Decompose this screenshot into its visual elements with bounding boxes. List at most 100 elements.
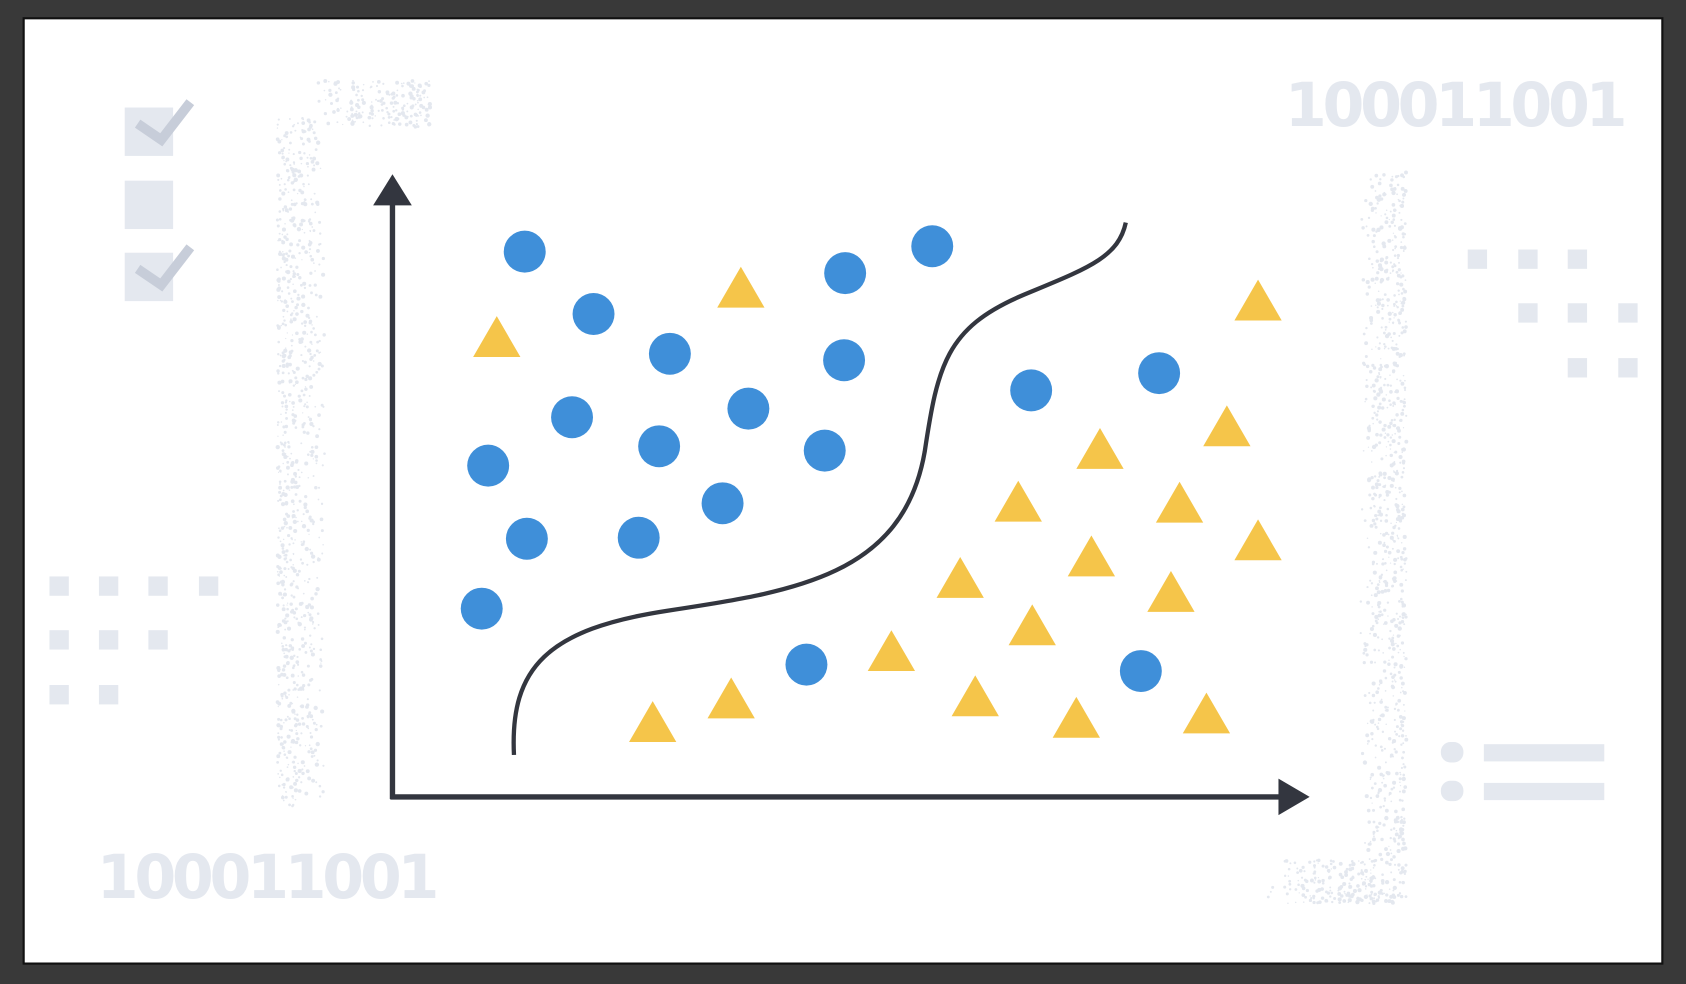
stipple-dot xyxy=(1398,634,1401,637)
stipple-dot xyxy=(309,605,314,610)
stipple-dot xyxy=(287,254,290,258)
stipple-dot xyxy=(1287,875,1290,877)
stipple-dot xyxy=(1404,737,1409,742)
stipple-dot xyxy=(351,119,354,122)
stipple-dot xyxy=(1382,485,1384,488)
stipple-dot xyxy=(1374,661,1377,664)
stipple-dot xyxy=(1376,271,1380,275)
stipple-dot xyxy=(310,445,314,449)
stipple-dot xyxy=(1393,304,1396,307)
stipple-dot xyxy=(284,323,287,327)
stipple-dot xyxy=(1342,899,1347,903)
stipple-dot xyxy=(1376,202,1379,205)
stipple-dot xyxy=(342,123,344,126)
stipple-dot xyxy=(1384,364,1390,369)
stipple-dot xyxy=(1394,432,1397,435)
stipple-dot xyxy=(307,476,310,479)
stipple-dot xyxy=(1396,644,1400,648)
stipple-dot xyxy=(276,760,280,764)
stipple-dot xyxy=(308,218,311,222)
stipple-dot xyxy=(288,207,293,211)
stipple-dot xyxy=(1383,423,1387,428)
stipple-dot xyxy=(1402,301,1405,304)
stipple-dot xyxy=(315,741,320,747)
stipple-dot xyxy=(290,638,294,642)
triangle-point xyxy=(473,316,521,358)
stipple-dot xyxy=(1373,411,1376,415)
stipple-dot xyxy=(1401,490,1403,493)
stipple-dot xyxy=(361,89,365,92)
stipple-dot xyxy=(1387,550,1392,555)
stipple-dot xyxy=(386,110,389,114)
stipple-dot xyxy=(312,131,316,135)
stipple-dot xyxy=(277,299,279,302)
stipple-dot xyxy=(1381,241,1386,246)
stipple-dot xyxy=(1384,484,1387,486)
stipple-dot xyxy=(291,217,296,221)
stipple-dot xyxy=(284,452,287,455)
stipple-dot xyxy=(1384,333,1390,339)
stipple-dot xyxy=(278,183,281,186)
stipple-dot xyxy=(1402,534,1407,539)
grid-square xyxy=(49,576,69,596)
stipple-dot xyxy=(1402,568,1404,570)
stipple-dot xyxy=(1397,226,1403,231)
stipple-dot xyxy=(1384,325,1388,329)
stipple-dot xyxy=(282,209,285,212)
stipple-dot xyxy=(283,525,286,528)
triangle-point xyxy=(629,701,677,743)
stipple-dot xyxy=(307,750,311,754)
stipple-dot xyxy=(1400,743,1403,746)
stipple-dot xyxy=(1297,883,1300,887)
stipple-dot xyxy=(1365,653,1369,657)
stipple-dot xyxy=(286,514,291,518)
stipple-dot xyxy=(1381,298,1384,301)
stipple-dot xyxy=(392,95,396,99)
stipple-dot xyxy=(310,643,313,646)
stipple-dot xyxy=(1378,581,1381,583)
stipple-dot xyxy=(382,117,385,120)
stipple-dot xyxy=(1321,878,1325,883)
stipple-dot xyxy=(313,262,315,265)
stipple-dot xyxy=(1385,513,1388,517)
stipple-dot xyxy=(1399,555,1403,559)
stipple-dot xyxy=(1324,865,1329,869)
stipple-dot xyxy=(296,227,302,232)
stipple-dot xyxy=(401,84,404,88)
stipple-dot xyxy=(277,151,282,155)
stipple-dot xyxy=(304,791,309,796)
stipple-dot xyxy=(1387,475,1392,481)
stipple-dot xyxy=(292,681,296,685)
stipple-dot xyxy=(301,259,303,261)
stipple-dot xyxy=(297,394,301,398)
stipple-dot xyxy=(280,502,286,507)
stipple-dot xyxy=(1376,227,1381,232)
stipple-dot xyxy=(1402,427,1405,429)
stipple-dot xyxy=(1390,642,1395,647)
stipple-dot xyxy=(1317,862,1319,864)
stipple-dot xyxy=(298,251,301,255)
stipple-dot xyxy=(1383,476,1387,480)
stipple-dot xyxy=(1371,681,1376,686)
stipple-dot xyxy=(1395,521,1398,524)
stipple-dot xyxy=(1379,610,1382,613)
stipple-dot xyxy=(319,232,322,235)
stipple-dot xyxy=(310,291,313,295)
stipple-dot xyxy=(361,111,364,114)
stipple-dot xyxy=(322,764,325,767)
triangle-point xyxy=(867,630,916,672)
stipple-dot xyxy=(302,688,305,691)
stipple-dot xyxy=(288,249,292,253)
triangle-point xyxy=(1067,535,1116,577)
stipple-dot xyxy=(1392,321,1395,324)
stipple-dot xyxy=(309,254,313,258)
stipple-dot xyxy=(281,647,286,652)
stipple-dot xyxy=(1364,841,1367,844)
stipple-dot xyxy=(289,400,291,403)
stipple-dot xyxy=(1394,680,1397,683)
stipple-dot xyxy=(1389,849,1392,851)
stipple-dot xyxy=(1400,381,1405,386)
stipple-dot xyxy=(1401,459,1406,464)
stipple-dot xyxy=(304,377,308,382)
stipple-dot xyxy=(1392,578,1396,582)
